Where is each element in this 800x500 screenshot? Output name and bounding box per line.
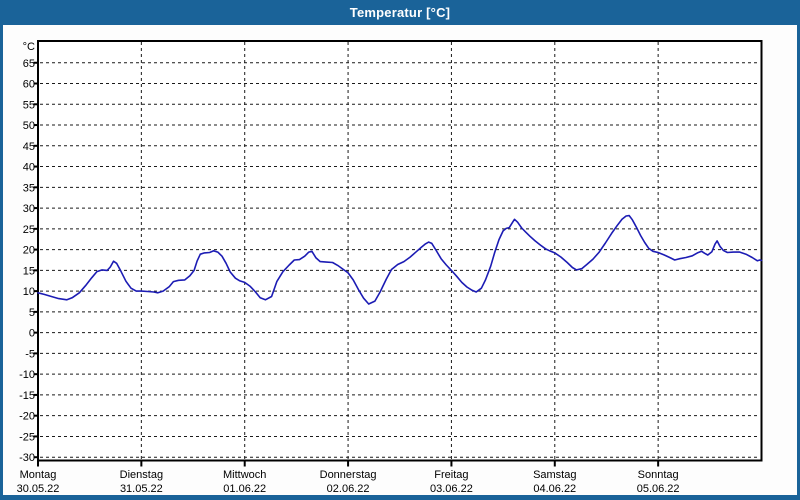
window-title: Temperatur [°C] [349, 5, 451, 20]
chart-background [3, 25, 797, 495]
titlebar: Temperatur [°C] [0, 0, 800, 25]
